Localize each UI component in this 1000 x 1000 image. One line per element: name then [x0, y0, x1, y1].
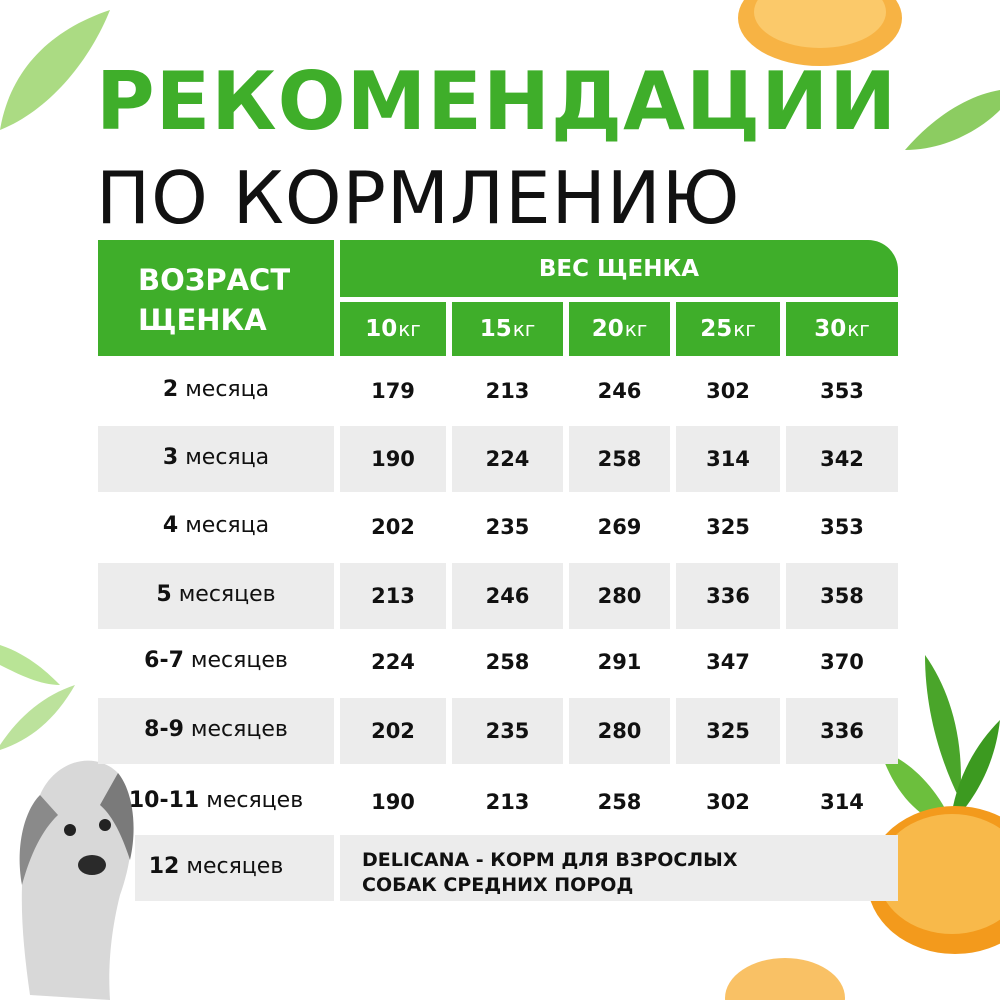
row-band: [452, 698, 563, 764]
weight-column-header: 20 кг: [569, 302, 670, 356]
table-cell: 353: [820, 379, 864, 403]
row-band: [452, 563, 563, 629]
table-cell: 280: [597, 584, 642, 608]
row-band: [135, 835, 334, 901]
table-cell: 302: [706, 379, 750, 403]
table-cell: 325: [706, 719, 750, 743]
weight-column-header: 10 кг: [340, 302, 446, 356]
row-band: [569, 698, 670, 764]
table-cell: 179: [371, 379, 415, 403]
table-cell: 246: [485, 584, 530, 608]
leaves-right-decoration: [880, 655, 1000, 830]
table-cell: 302: [706, 790, 750, 814]
table-cell: 353: [820, 515, 864, 539]
weight-unit: кг: [733, 317, 756, 341]
row-band: [452, 426, 563, 492]
table-cell: 336: [706, 584, 750, 608]
weight-column-header: 30 кг: [786, 302, 898, 356]
table-cell: 224: [371, 650, 415, 674]
note-line2: СОБАК СРЕДНИХ ПОРОД: [362, 874, 634, 896]
row-band: [786, 563, 898, 629]
row-band: [340, 563, 446, 629]
row-band: [340, 426, 446, 492]
table-cell: 190: [371, 447, 415, 471]
leaf-top-right-decoration: [905, 90, 1000, 150]
weight-value: 10: [365, 316, 398, 342]
orange-slice-bottom-decoration: [725, 958, 845, 1000]
age-header-line2: ЩЕНКА: [138, 303, 267, 337]
row-band: [676, 563, 780, 629]
table-cell: 325: [706, 515, 750, 539]
table-cell: 314: [706, 447, 750, 471]
row-band: [569, 426, 670, 492]
table-cell: 280: [597, 719, 642, 743]
weight-value: 20: [591, 316, 624, 342]
weight-value: 25: [700, 316, 733, 342]
page-title: РЕКОМЕНДАЦИИ: [96, 55, 898, 148]
age-cell: 10-11 месяцев: [128, 788, 304, 813]
table-cell: 258: [597, 790, 642, 814]
age-cell: 2 месяца: [162, 377, 270, 402]
row-band: [676, 698, 780, 764]
age-cell: 4 месяца: [162, 513, 270, 538]
row-band: [340, 835, 898, 901]
table-cell: 213: [485, 790, 530, 814]
weight-unit: кг: [847, 317, 870, 341]
table-cell: 202: [371, 719, 415, 743]
age-cell: 6-7 месяцев: [144, 648, 288, 673]
table-cell: 213: [485, 379, 530, 403]
table-cell: 370: [820, 650, 864, 674]
row-band: [786, 426, 898, 492]
age-header-line1: ВОЗРАСТ: [138, 263, 291, 297]
table-cell: 291: [597, 650, 642, 674]
weight-group-header: ВЕС ЩЕНКА: [340, 240, 898, 297]
row-band: [98, 563, 334, 629]
age-cell: 3 месяца: [162, 445, 270, 470]
weight-unit: кг: [512, 317, 536, 341]
table-cell: 202: [371, 515, 415, 539]
weight-unit: кг: [398, 317, 421, 341]
age-column-header: ВОЗРАСТ ЩЕНКА: [98, 240, 334, 356]
weight-value: 15: [479, 316, 512, 342]
age-cell: 12 месяцев: [148, 854, 284, 879]
adult-food-note: DELICANA - КОРМ ДЛЯ ВЗРОСЛЫХ СОБАК СРЕДН…: [362, 848, 738, 898]
table-cell: 347: [706, 650, 750, 674]
row-band: [569, 563, 670, 629]
weight-column-header: 25 кг: [676, 302, 780, 356]
table-cell: 258: [485, 650, 530, 674]
table-cell: 269: [597, 515, 642, 539]
table-cell: 258: [597, 447, 642, 471]
age-cell: 8-9 месяцев: [144, 717, 288, 742]
page-subtitle: ПО КОРМЛЕНИЮ: [96, 156, 741, 240]
table-cell: 190: [371, 790, 415, 814]
leaf-left-decoration: [0, 645, 75, 750]
table-cell: 336: [820, 719, 864, 743]
row-band: [340, 698, 446, 764]
table-cell: 224: [485, 447, 530, 471]
row-band: [676, 426, 780, 492]
weight-unit: кг: [624, 317, 648, 341]
table-cell: 358: [820, 584, 864, 608]
table-cell: 342: [820, 447, 864, 471]
weight-value: 30: [814, 316, 847, 342]
table-cell: 246: [597, 379, 642, 403]
weight-column-header: 15 кг: [452, 302, 563, 356]
table-cell: 235: [485, 719, 530, 743]
note-line1: DELICANA - КОРМ ДЛЯ ВЗРОСЛЫХ: [362, 849, 738, 871]
age-cell: 5 месяцев: [156, 582, 276, 607]
row-band: [98, 426, 334, 492]
table-cell: 213: [371, 584, 415, 608]
table-cell: 235: [485, 515, 530, 539]
table-cell: 314: [820, 790, 864, 814]
row-band: [786, 698, 898, 764]
row-band: [98, 698, 334, 764]
